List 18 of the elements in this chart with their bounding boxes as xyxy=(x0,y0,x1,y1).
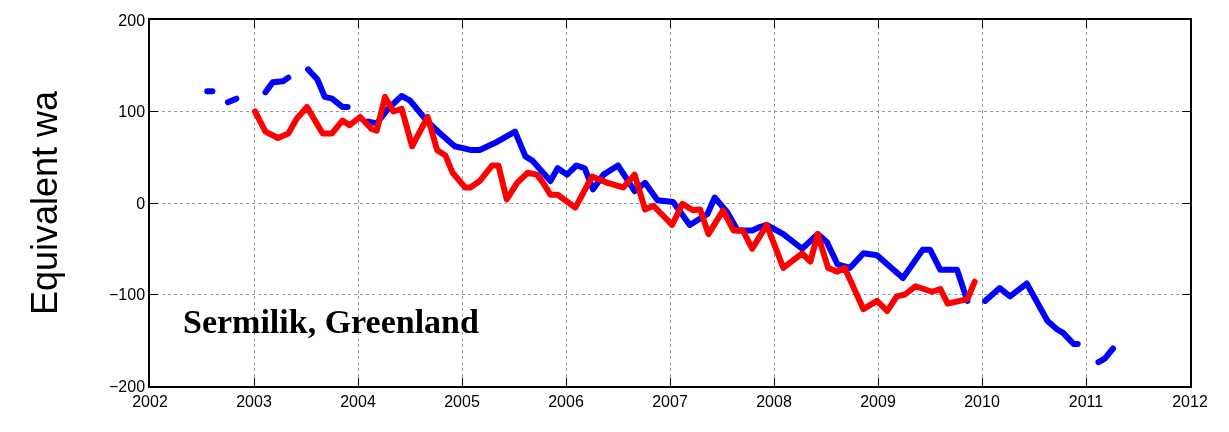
y-tick-label: −100 xyxy=(109,286,146,304)
x-tick-label: 2009 xyxy=(860,392,896,410)
x-tick-label: 2011 xyxy=(1068,392,1104,410)
x-tick-label: 2007 xyxy=(652,392,688,410)
x-tick-label: 2008 xyxy=(756,392,792,410)
annotation: Sermilik, Greenland xyxy=(183,303,480,340)
x-tick-label: 2012 xyxy=(1172,392,1208,410)
y-tick-label: −200 xyxy=(109,377,146,395)
x-tick-label: 2005 xyxy=(444,392,480,410)
x-tick-label: 2006 xyxy=(548,392,584,410)
y-tick-label: 200 xyxy=(118,11,146,29)
x-tick-label: 2010 xyxy=(964,392,1000,410)
x-tick-label: 2002 xyxy=(132,392,168,410)
y-axis-title: Equivalent wa xyxy=(24,89,66,316)
x-tick-label: 2004 xyxy=(340,392,376,410)
y-tick-label: 100 xyxy=(118,103,146,121)
x-tick-label: 2003 xyxy=(236,392,272,410)
y-tick-label: 0 xyxy=(136,194,146,212)
